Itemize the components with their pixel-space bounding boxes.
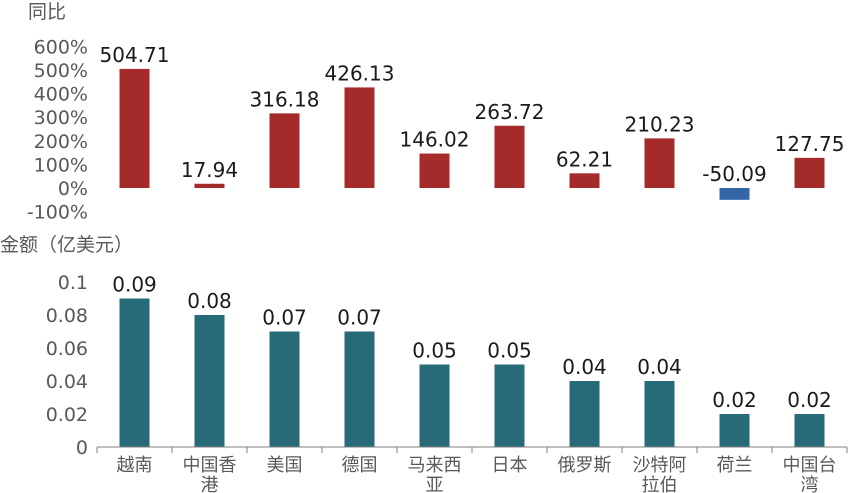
amount-y-tick-label: 0.02 — [46, 404, 88, 426]
x-category-label: 日本 — [492, 455, 528, 476]
yoy-bar — [719, 188, 750, 200]
amount-y-tick-label: 0.08 — [46, 305, 88, 327]
yoy-bar — [344, 87, 375, 188]
yoy-y-tick-label: 400% — [34, 84, 88, 106]
x-category-label-line: 中国香 — [183, 455, 237, 476]
yoy-value-label: 426.13 — [325, 61, 395, 85]
yoy-bar — [794, 157, 825, 188]
x-category-label: 马来西亚 — [408, 455, 462, 493]
x-category-label-line: 中国台 — [783, 455, 837, 476]
yoy-bar — [119, 68, 150, 188]
yoy-y-tick-label: 100% — [34, 154, 88, 176]
x-category-label-line: 荷兰 — [717, 455, 753, 476]
yoy-bar — [644, 138, 675, 188]
amount-bar — [419, 364, 450, 447]
x-category-label-line: 马来西 — [408, 455, 462, 476]
amount-y-tick-label: 0.1 — [58, 272, 88, 294]
x-category-label-line: 美国 — [267, 455, 303, 476]
x-category-label-line: 湾 — [801, 475, 819, 493]
yoy-y-tick-label: 600% — [34, 36, 88, 58]
amount-bar — [719, 414, 750, 447]
x-category-label-line: 亚 — [426, 475, 444, 493]
x-category-label-line: 越南 — [117, 455, 153, 476]
x-category-label-line: 沙特阿 — [633, 455, 687, 476]
amount-value-label: 0.02 — [787, 388, 832, 412]
yoy-value-label: 263.72 — [475, 100, 545, 124]
amount-bar — [194, 315, 225, 447]
x-category-label-line: 俄罗斯 — [558, 455, 612, 476]
yoy-bar — [494, 125, 525, 188]
amount-bar — [119, 298, 150, 447]
amount-bar — [644, 381, 675, 447]
x-category-label-line: 德国 — [342, 455, 378, 476]
amount-value-label: 0.02 — [712, 388, 757, 412]
yoy-value-label: 146.02 — [400, 128, 470, 152]
amount-bar — [569, 381, 600, 447]
yoy-y-tick-label: 500% — [34, 60, 88, 82]
yoy-axis-title: 同比 — [28, 1, 66, 23]
yoy-value-label: -50.09 — [702, 162, 766, 186]
amount-value-label: 0.05 — [412, 339, 457, 363]
yoy-value-label: 316.18 — [250, 87, 320, 111]
amount-bar — [494, 364, 525, 447]
amount-value-label: 0.04 — [637, 355, 682, 379]
yoy-y-tick-label: 200% — [34, 131, 88, 153]
x-category-label-line: 港 — [201, 475, 219, 493]
amount-y-tick-label: 0.06 — [46, 338, 88, 360]
yoy-value-label: 17.94 — [181, 158, 238, 182]
x-category-label: 越南 — [117, 455, 153, 476]
yoy-value-label: 62.21 — [556, 147, 613, 171]
yoy-y-tick-label: -100% — [27, 202, 88, 224]
amount-value-label: 0.07 — [262, 306, 307, 330]
yoy-value-label: 504.71 — [100, 43, 170, 67]
amount-axis-title: 金额（亿美元） — [0, 234, 133, 256]
x-category-label-line: 日本 — [492, 455, 528, 476]
yoy-y-tick-label: 300% — [34, 107, 88, 129]
x-category-label-line: 拉伯 — [642, 475, 678, 493]
yoy-bar — [269, 113, 300, 188]
x-category-label: 中国香港 — [183, 455, 237, 493]
amount-bar — [794, 414, 825, 447]
x-category-label: 中国台湾 — [783, 455, 837, 493]
amount-value-label: 0.08 — [187, 289, 232, 313]
amount-value-label: 0.07 — [337, 306, 382, 330]
yoy-bar — [569, 173, 600, 188]
amount-y-tick-label: 0.04 — [46, 371, 88, 393]
yoy-bar — [194, 183, 225, 188]
yoy-value-label: 210.23 — [625, 112, 695, 136]
amount-value-label: 0.04 — [562, 355, 607, 379]
amount-bar — [269, 331, 300, 447]
amount-value-label: 0.09 — [112, 273, 157, 297]
x-category-label: 荷兰 — [717, 455, 753, 476]
yoy-bar — [419, 153, 450, 188]
yoy-value-label: 127.75 — [775, 132, 845, 156]
x-category-label: 俄罗斯 — [558, 455, 612, 476]
x-category-label: 沙特阿拉伯 — [633, 455, 687, 493]
amount-value-label: 0.05 — [487, 339, 532, 363]
yoy-y-tick-label: 0% — [58, 178, 88, 200]
x-category-label: 美国 — [267, 455, 303, 476]
x-category-label: 德国 — [342, 455, 378, 476]
amount-bar — [344, 331, 375, 447]
amount-y-tick-label: 0 — [76, 437, 88, 459]
